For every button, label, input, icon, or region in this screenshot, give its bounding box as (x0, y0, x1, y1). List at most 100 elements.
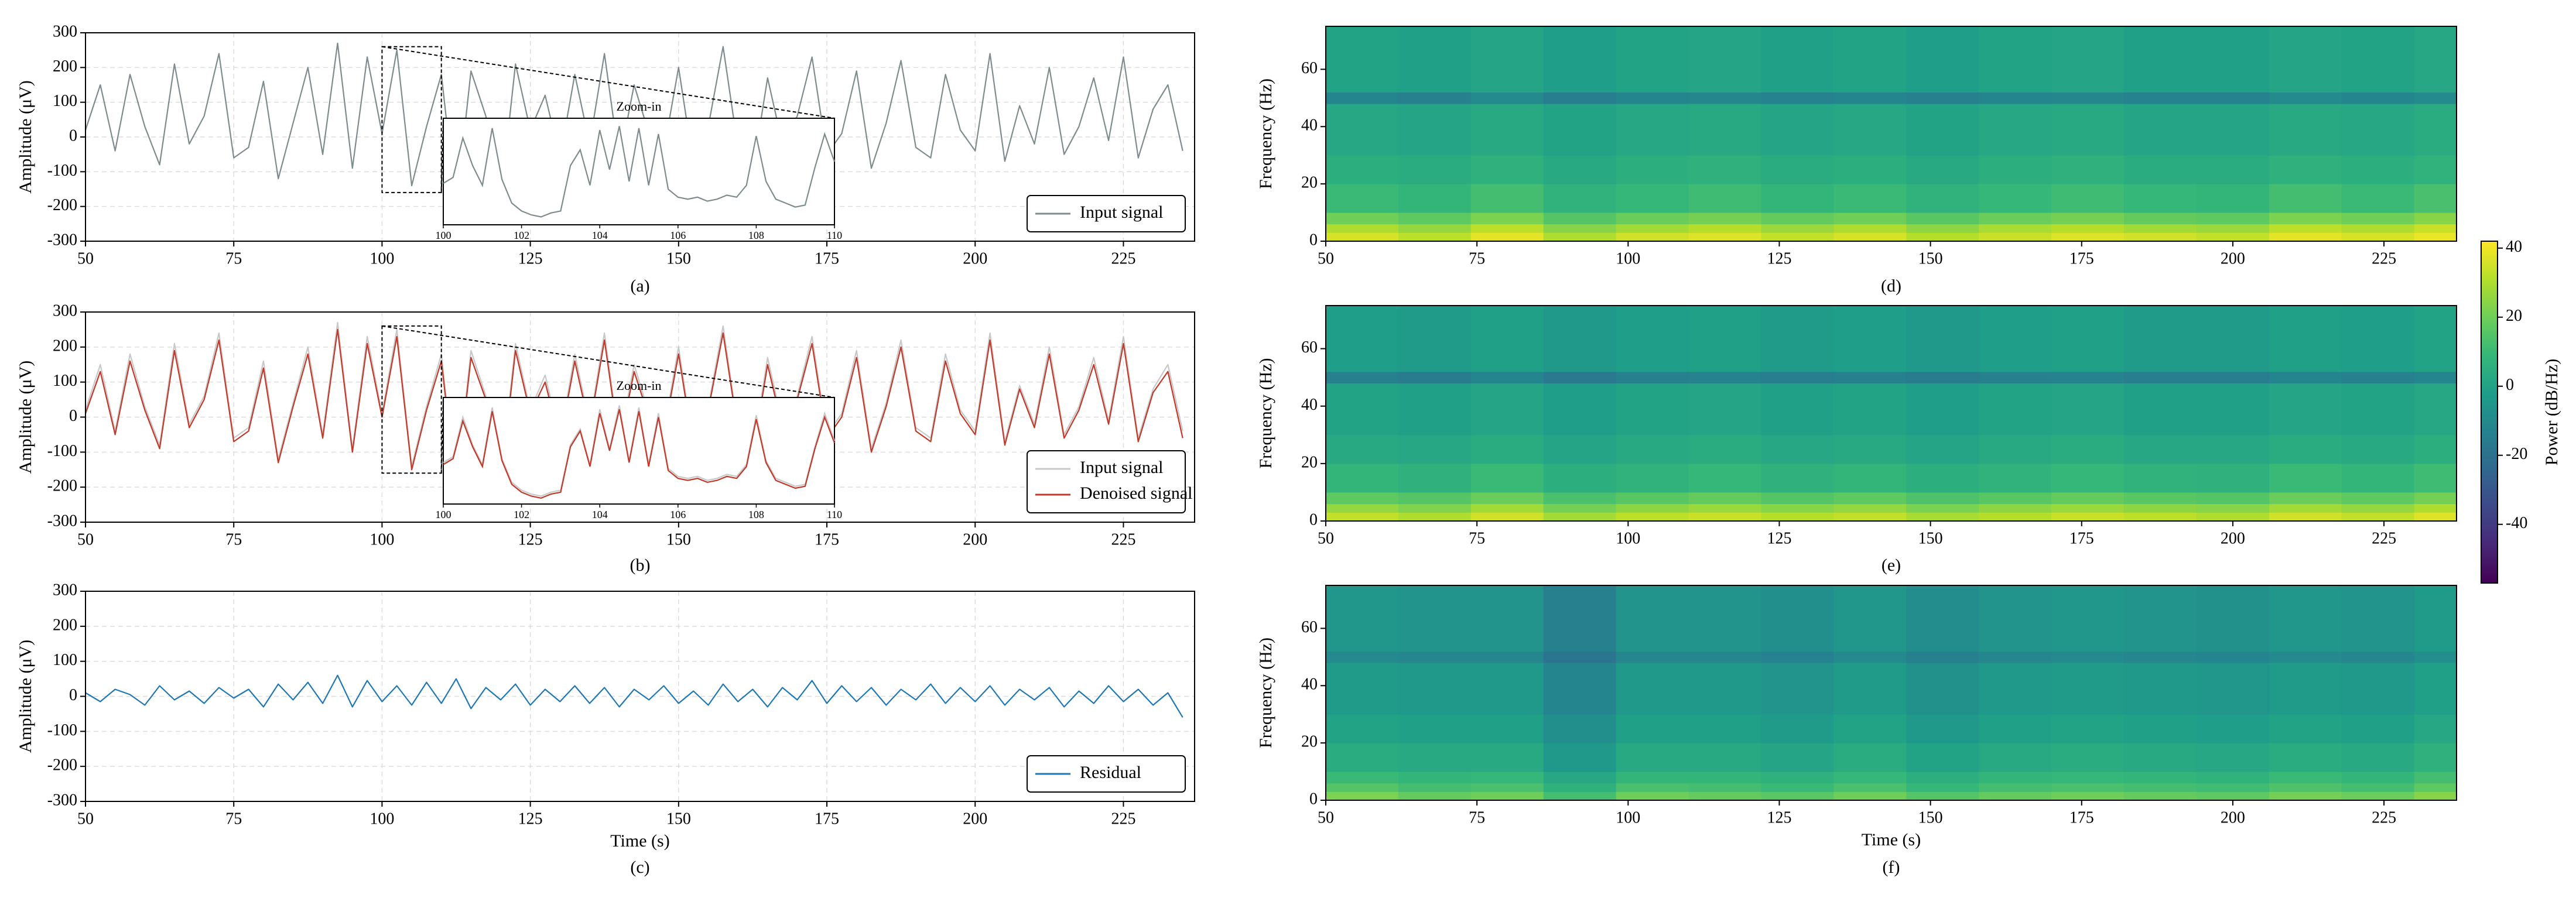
heatmap-cell (1470, 503, 1544, 513)
heatmap-cell (1398, 743, 1472, 772)
heatmap-cell (1761, 383, 1834, 436)
heatmap-cell (1761, 663, 1834, 715)
heatmap-cell (2051, 492, 2125, 505)
heatmap-cell (1906, 503, 1979, 513)
heatmap-cell (2196, 783, 2270, 792)
heatmap-cell (1761, 783, 1834, 792)
heatmap-cell (1761, 212, 1834, 225)
heatmap-cell (2269, 492, 2342, 505)
y-tick-label: 40 (1301, 676, 1318, 694)
heatmap-cell (1543, 585, 1617, 652)
heatmap-cell (1906, 306, 1979, 372)
panel-caption: (e) (1881, 556, 1901, 575)
heatmap-cell (1398, 772, 1472, 784)
heatmap-cell (2341, 434, 2415, 464)
heatmap-cell (2051, 503, 2125, 513)
heatmap-cell (1833, 585, 1907, 652)
heatmap-cell (1979, 155, 2052, 184)
heatmap-cell (1979, 104, 2052, 156)
heatmap-cell (1398, 714, 1472, 743)
heatmap-cell (1761, 104, 1834, 156)
heatmap-cell (2051, 371, 2125, 383)
heatmap-cell (1688, 383, 1761, 436)
heatmap-cell (1326, 791, 1399, 801)
inset-tick-label: 100 (436, 229, 451, 241)
heatmap-cell (2341, 104, 2415, 156)
y-tick-label: 300 (53, 301, 77, 320)
heatmap-cell (2124, 232, 2197, 242)
x-axis-label: Time (s) (1862, 830, 1921, 849)
heatmap-cell (1470, 232, 1544, 242)
axes-frame (1325, 585, 2457, 801)
heatmap-cell (2196, 463, 2270, 493)
heatmap-cell (2124, 383, 2197, 436)
heatmap-cell (1833, 155, 1907, 184)
heatmap-cell (1761, 371, 1834, 383)
heatmap-cell (2414, 104, 2457, 156)
axes-frame (1325, 305, 2457, 522)
y-tick-label: -300 (47, 512, 77, 530)
heatmap-cell (1543, 212, 1617, 225)
heatmap-cell (1833, 212, 1907, 225)
inset-tick-label: 106 (670, 229, 686, 241)
heatmap-cell (1470, 434, 1544, 464)
heatmap-cell (1543, 224, 1617, 233)
x-tick-label: 50 (77, 249, 94, 268)
heatmap-cell (2051, 585, 2125, 652)
heatmap-cell (2196, 184, 2270, 213)
heatmap-cell (2341, 306, 2415, 372)
heatmap-cell (1616, 492, 1689, 505)
y-tick-label: -100 (47, 162, 77, 180)
heatmap-cell (1761, 232, 1834, 242)
heatmap-cell (2124, 26, 2197, 93)
x-tick-label: 150 (666, 249, 691, 268)
legend-label: Residual (1080, 763, 1141, 782)
heatmap-cell (1543, 434, 1617, 464)
heatmap-cell (2341, 371, 2415, 383)
heatmap-cell (2414, 212, 2457, 225)
heatmap-cell (2269, 743, 2342, 772)
heatmap-cell (1906, 492, 1979, 505)
x-tick-label: 150 (1918, 249, 1943, 268)
heatmap-cell (1616, 585, 1689, 652)
heatmap-cell (1688, 92, 1761, 104)
heatmap-cell (2341, 224, 2415, 233)
heatmap-cell (1833, 104, 1907, 156)
heatmap-cell (1470, 492, 1544, 505)
colorbar-tick-label: -40 (2506, 514, 2527, 532)
signal-line (84, 321, 1183, 488)
x-tick-label: 225 (2372, 249, 2396, 268)
heatmap-cell (1616, 743, 1689, 772)
x-tick-label: 225 (2372, 808, 2396, 827)
heatmap-cell (1543, 492, 1617, 505)
heatmap-cell (2051, 306, 2125, 372)
heatmap-cell (2051, 783, 2125, 792)
colorbar-tick-label: -20 (2506, 445, 2527, 463)
heatmap-cell (1979, 92, 2052, 104)
x-tick-label: 75 (1469, 529, 1485, 547)
inset-line (443, 409, 836, 499)
heatmap-cell (1543, 783, 1617, 792)
heatmap-cell (2269, 383, 2342, 436)
heatmap-cell (1979, 503, 2052, 513)
heatmap-cell (1543, 306, 1617, 372)
heatmap-cell (1833, 714, 1907, 743)
heatmap-cell (1906, 772, 1979, 784)
heatmap-cell (2341, 503, 2415, 513)
y-tick-label: 200 (53, 57, 77, 76)
heatmap-cell (1470, 783, 1544, 792)
heatmap-cell (2269, 232, 2342, 242)
axes-frame (85, 311, 1195, 523)
heatmap-cell (2051, 155, 2125, 184)
heatmap-cell (1326, 104, 1399, 156)
y-tick-label: 0 (1309, 231, 1318, 249)
heatmap-cell (1616, 651, 1689, 663)
x-axis-label: Time (s) (610, 831, 669, 851)
heatmap-cell (2341, 212, 2415, 225)
heatmap-cell (1688, 212, 1761, 225)
y-tick-label: 60 (1301, 618, 1318, 636)
heatmap-cell (1833, 306, 1907, 372)
heatmap-cell (1833, 651, 1907, 663)
heatmap-cell (1398, 434, 1472, 464)
y-tick-label: 200 (53, 616, 77, 634)
